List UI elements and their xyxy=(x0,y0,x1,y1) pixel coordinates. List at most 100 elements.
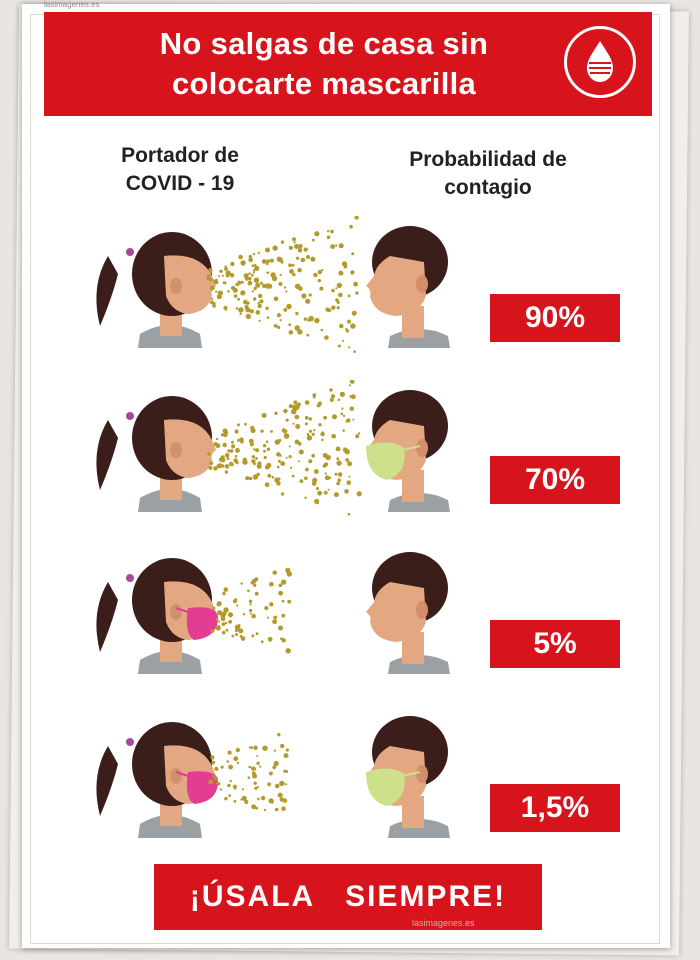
droplet xyxy=(228,764,234,770)
droplet xyxy=(347,461,353,467)
droplet xyxy=(251,579,257,584)
droplet xyxy=(269,258,274,263)
green-mask xyxy=(366,768,405,806)
droplet xyxy=(271,275,278,282)
droplet xyxy=(288,330,294,335)
droplet xyxy=(252,474,259,480)
droplet xyxy=(215,437,219,441)
droplet xyxy=(223,305,228,310)
droplet xyxy=(280,240,285,244)
droplet xyxy=(338,270,344,276)
droplet xyxy=(224,453,230,458)
droplet xyxy=(277,325,281,329)
droplet xyxy=(248,276,252,281)
droplet xyxy=(279,273,282,276)
droplet xyxy=(350,270,355,275)
droplet xyxy=(313,272,318,278)
droplet xyxy=(324,472,327,475)
droplet xyxy=(245,307,251,313)
droplet xyxy=(348,475,351,478)
droplet xyxy=(317,269,323,275)
droplet xyxy=(317,278,321,283)
droplet xyxy=(349,379,355,384)
droplet xyxy=(251,634,255,638)
droplet xyxy=(221,630,226,635)
droplet xyxy=(312,393,317,398)
droplet xyxy=(272,245,278,251)
droplet xyxy=(285,748,289,752)
droplet xyxy=(248,257,253,263)
droplet xyxy=(243,273,249,279)
droplet xyxy=(283,753,289,759)
droplet xyxy=(218,620,221,623)
droplet xyxy=(257,251,260,255)
droplet xyxy=(348,384,351,387)
droplet xyxy=(240,260,246,266)
droplet-cloud xyxy=(207,379,362,516)
droplet xyxy=(216,463,222,469)
droplet xyxy=(337,478,341,482)
droplet xyxy=(308,293,312,297)
neck xyxy=(402,306,424,338)
droplet xyxy=(216,604,219,607)
droplet xyxy=(281,806,286,811)
droplet xyxy=(261,259,267,264)
droplet xyxy=(335,446,341,452)
mask-strap xyxy=(401,771,421,777)
droplet xyxy=(230,449,233,452)
droplet xyxy=(249,309,254,314)
droplet xyxy=(220,616,226,622)
droplet xyxy=(282,429,287,434)
droplet xyxy=(255,448,260,453)
droplet xyxy=(276,313,281,318)
droplet xyxy=(227,612,234,618)
droplet xyxy=(281,579,287,585)
droplet xyxy=(269,602,274,607)
droplet xyxy=(346,480,352,485)
hair-tie xyxy=(126,738,134,746)
droplet xyxy=(208,465,213,470)
ear xyxy=(416,765,428,783)
scene-row-1 xyxy=(90,215,470,356)
droplet xyxy=(260,795,266,801)
droplet xyxy=(233,294,238,298)
droplet xyxy=(233,458,238,463)
droplet xyxy=(255,310,261,315)
droplet xyxy=(232,784,237,789)
blood-drop-icon xyxy=(564,26,636,98)
droplet xyxy=(253,781,257,785)
droplet xyxy=(307,318,311,322)
droplet xyxy=(209,278,212,282)
droplet xyxy=(353,350,356,353)
droplet xyxy=(295,424,301,429)
probability-badge: 1,5% xyxy=(490,784,620,832)
droplet xyxy=(223,587,229,592)
droplet xyxy=(339,323,344,329)
droplet xyxy=(320,328,324,332)
droplet xyxy=(265,262,269,266)
banner-title: No salgas de casa sin colocarte mascaril… xyxy=(159,26,489,101)
droplet xyxy=(228,794,232,797)
droplet xyxy=(242,459,248,465)
droplet xyxy=(258,319,261,322)
face xyxy=(164,255,216,314)
droplet xyxy=(209,461,214,466)
droplet xyxy=(208,267,213,273)
droplet xyxy=(231,440,234,444)
droplet xyxy=(344,449,350,455)
droplet xyxy=(311,481,317,486)
droplet xyxy=(219,788,223,791)
droplet xyxy=(303,317,308,321)
ear xyxy=(170,442,182,458)
droplet xyxy=(317,490,322,496)
droplet xyxy=(294,244,300,249)
droplet xyxy=(207,452,211,456)
droplet xyxy=(238,254,243,260)
droplet xyxy=(314,498,320,504)
droplet xyxy=(235,633,238,636)
droplet xyxy=(215,290,218,293)
droplet-cloud xyxy=(210,567,292,654)
droplet xyxy=(222,432,228,438)
droplet xyxy=(293,241,296,244)
droplet xyxy=(273,324,278,328)
